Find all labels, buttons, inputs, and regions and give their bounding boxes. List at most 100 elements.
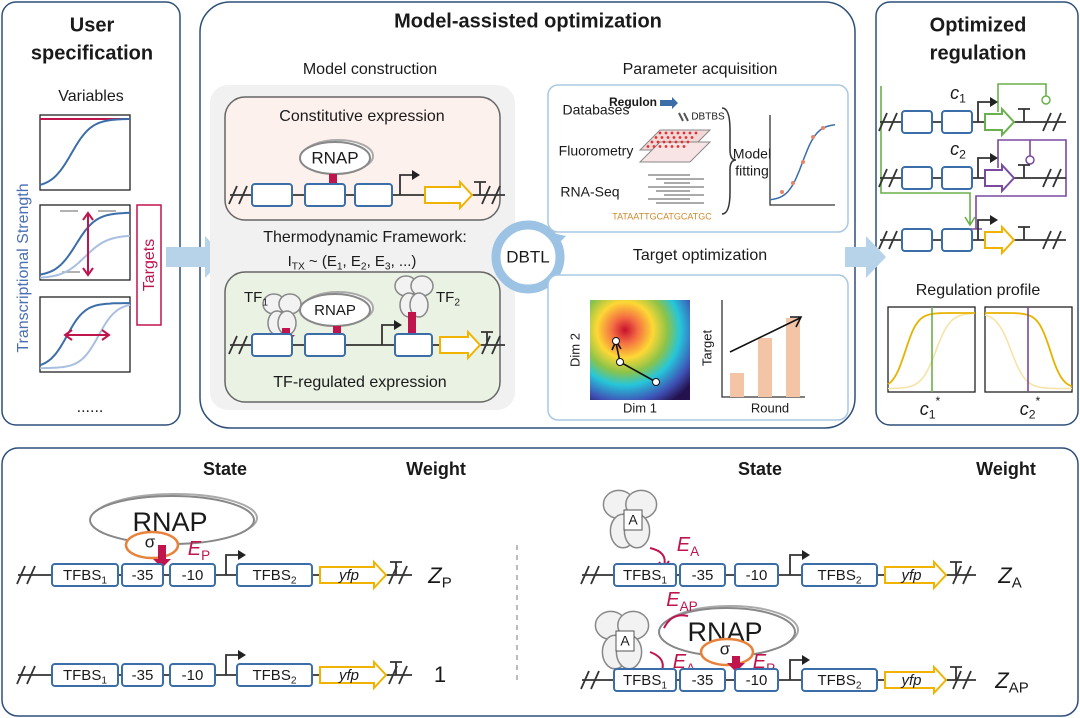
subscript: 2 (959, 148, 966, 162)
well (686, 140, 690, 144)
dna-break (580, 670, 600, 690)
terminator (474, 181, 486, 195)
binding-site (734, 668, 779, 692)
fitting-label: fitting (735, 163, 768, 179)
column-header: State (738, 459, 782, 479)
rnap-label: RNAP (314, 302, 356, 319)
text-part: I (288, 253, 292, 270)
logo (678, 112, 689, 122)
curve (39, 303, 131, 370)
text-part: TFBS (623, 672, 661, 689)
text-part: TFBS (252, 667, 290, 684)
well (646, 145, 650, 148)
subscript: 1 (959, 92, 966, 106)
subscript: 2 (291, 675, 297, 686)
text-part: TFBS (63, 567, 101, 584)
terminator (1018, 226, 1030, 240)
regulation-line (880, 86, 976, 227)
dna-break (228, 185, 248, 205)
dbtl-arrow (552, 233, 566, 246)
binding-site (941, 228, 973, 252)
dna-break (952, 670, 972, 690)
terminator (950, 561, 962, 575)
section-label: Variables (58, 88, 124, 105)
binding-site (679, 563, 726, 587)
promoter-head (802, 550, 810, 560)
text-part: c (920, 399, 929, 419)
well (672, 136, 676, 139)
interaction-arrow (649, 651, 664, 671)
terminator (950, 666, 962, 680)
promoter-head (412, 170, 420, 180)
well (666, 136, 670, 139)
gene (984, 224, 1016, 256)
source-label: RNA-Seq (560, 184, 619, 200)
search-point (612, 337, 620, 345)
promoter-head (394, 320, 402, 330)
fit-point (801, 160, 805, 164)
binding-site (169, 563, 216, 587)
dna-break (16, 565, 36, 585)
well (658, 131, 662, 135)
element-label: TFBS1 (63, 667, 107, 686)
dna-break (878, 168, 898, 188)
element-label: TFBS2 (252, 567, 296, 586)
dna-break (1042, 112, 1062, 132)
terminator (390, 661, 402, 675)
text-part: Z (994, 668, 1010, 693)
targets-box (136, 204, 162, 326)
dna-break (481, 335, 501, 355)
text-part: TFBS (252, 567, 290, 584)
well (654, 136, 658, 139)
subscript: 1 (661, 575, 667, 586)
database-label: Regulon (609, 95, 657, 109)
binding-site (121, 563, 164, 587)
text-part: c (1020, 399, 1029, 419)
target-arrow (63, 329, 111, 341)
gene (439, 329, 482, 361)
gene (884, 664, 948, 696)
subscript: 1 (101, 675, 107, 686)
promoter (977, 219, 992, 240)
optimum-label: c1* (920, 394, 941, 422)
panel-model (199, 1, 856, 429)
panel-user (1, 1, 181, 426)
protein (409, 292, 429, 318)
element-label: TFBS2 (817, 567, 861, 586)
curve (39, 302, 130, 367)
text-part: E (673, 651, 687, 673)
binding-site (613, 668, 677, 692)
search-point (616, 358, 624, 366)
fitting-label: Model (733, 146, 771, 162)
binding-site (251, 333, 293, 357)
text-part: Z (427, 563, 443, 588)
search-point (652, 378, 660, 386)
well (694, 131, 698, 135)
source-label: Fluorometry (559, 143, 634, 159)
well (690, 136, 694, 139)
column-header: Weight (406, 459, 466, 479)
element-label: -10 (182, 667, 204, 684)
promoter-head (990, 215, 998, 225)
activator-box (623, 509, 643, 531)
element-label: TFBS1 (63, 567, 107, 586)
weight-label: ZP (427, 563, 451, 592)
text-part: TFBS (63, 667, 101, 684)
promoter (789, 554, 804, 575)
promoter (225, 654, 240, 675)
well (668, 140, 672, 144)
target-arrow (82, 211, 94, 277)
binding-site (679, 668, 726, 692)
dbtl-cycle (491, 220, 565, 294)
terminator (1018, 164, 1030, 178)
subscript: AP (680, 599, 698, 614)
text-part: TF (436, 289, 454, 306)
gene-label: yfp (900, 672, 921, 689)
gene-label: yfp (338, 667, 359, 684)
promoter-head (238, 550, 246, 560)
panel-optimized (875, 1, 1079, 426)
promoter (977, 157, 992, 178)
well (656, 140, 660, 144)
text-part: Z (997, 563, 1013, 588)
promoter-head (238, 650, 246, 660)
